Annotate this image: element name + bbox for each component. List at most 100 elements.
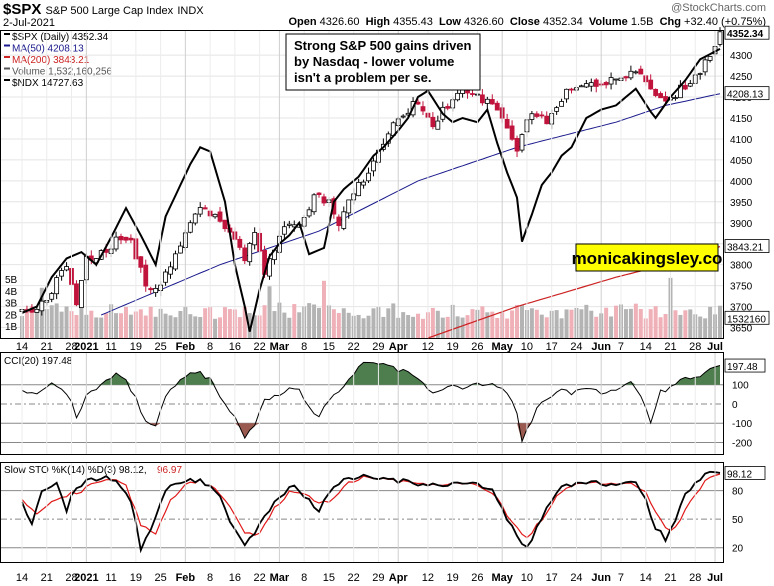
candle-body <box>361 181 366 186</box>
x-tick-label: 28 <box>689 341 701 353</box>
price-tick-label: 4000 <box>730 177 753 188</box>
candle-body <box>173 253 178 270</box>
candle <box>687 79 693 88</box>
candle-body <box>608 77 614 85</box>
candle <box>202 204 208 210</box>
candle <box>717 27 723 47</box>
volume-bar <box>648 309 653 338</box>
candle-body <box>430 116 436 128</box>
candle <box>237 236 243 251</box>
price-tick-label: 3650 <box>730 324 753 335</box>
volume-bar <box>584 304 589 338</box>
volume-bar <box>366 315 371 338</box>
price-panel: 3650370037503800385039003950400040504100… <box>0 25 770 339</box>
volume-bar <box>297 312 302 338</box>
volume-bar <box>213 318 218 338</box>
volume-bar <box>49 305 54 338</box>
volume-bar <box>104 313 109 338</box>
volume-bar <box>336 313 341 338</box>
candle <box>168 261 173 279</box>
candle <box>113 231 119 252</box>
candle-body <box>544 115 550 125</box>
candle <box>252 227 258 250</box>
price-tag-box <box>724 25 770 40</box>
x-tick-label: 14 <box>16 341 28 353</box>
volume-tick-label: 5B <box>5 275 18 286</box>
volume-bar <box>163 313 168 338</box>
x-tick-label: 8 <box>301 341 307 353</box>
chg-label: Chg <box>659 16 681 28</box>
x-tick-label: 8 <box>207 341 213 353</box>
candle-body <box>237 238 243 248</box>
candle <box>420 101 426 116</box>
x-tick-label: 19 <box>447 341 459 353</box>
candle <box>484 96 490 109</box>
candle <box>430 112 436 130</box>
candle-body <box>593 79 599 87</box>
candle <box>529 110 535 125</box>
stockcharts-brand[interactable]: @StockCharts.com <box>671 2 766 14</box>
candle-body <box>138 256 144 268</box>
candle-body <box>673 97 678 99</box>
volume-bar <box>94 317 99 338</box>
exchange: INDX <box>177 5 204 17</box>
candle-body <box>415 101 421 105</box>
x-tick-label: Apr <box>389 341 409 353</box>
x-tick-label: 21 <box>41 341 53 353</box>
x-tick-label: 10 <box>521 572 533 584</box>
candle <box>217 206 223 223</box>
candle-body <box>192 213 198 224</box>
x-tick-label: 16 <box>229 572 241 584</box>
volume-bar <box>663 313 668 338</box>
volume-bar <box>539 314 544 338</box>
candle-body <box>168 266 173 275</box>
candle-body <box>400 115 406 118</box>
price-tick-label: 3750 <box>730 282 753 293</box>
cci-oversold-fill <box>22 423 720 442</box>
volume-bar <box>247 313 252 338</box>
sto-frame <box>0 462 724 563</box>
candle-body <box>578 85 584 88</box>
x-tick-label: 29 <box>372 572 384 584</box>
candle <box>143 259 149 292</box>
x-tick-label: 19 <box>447 572 459 584</box>
legend-swatch <box>4 33 10 35</box>
candle <box>494 100 500 111</box>
candle-body <box>34 308 40 313</box>
volume-bar <box>341 308 346 338</box>
volume-bar <box>673 310 678 338</box>
volume-bar <box>143 315 148 338</box>
price-tick-label: 4150 <box>730 114 753 125</box>
volume-bar <box>312 304 317 338</box>
x-tick-label: 22 <box>348 341 360 353</box>
volume-bar <box>252 315 257 338</box>
low-value: 4326.60 <box>464 16 504 28</box>
close-label: Close <box>509 16 540 28</box>
legend-swatch <box>4 79 10 81</box>
chg-value: +32.40 (+0.75%) <box>684 16 766 28</box>
x-tick-label: 17 <box>546 341 558 353</box>
volume-bar <box>411 316 416 338</box>
candle-body <box>39 300 45 312</box>
candle <box>489 94 495 105</box>
price-tick-label: 3700 <box>730 303 753 314</box>
ndx-line <box>21 48 721 332</box>
x-tick-label: 24 <box>570 572 582 584</box>
price-tag-box <box>724 86 770 101</box>
x-tick-label: 2021 <box>74 572 98 584</box>
candle <box>608 72 614 90</box>
volume-bar <box>554 310 559 338</box>
volume-bar <box>272 311 277 338</box>
volume-bar <box>59 311 64 338</box>
volume-bar <box>178 311 183 338</box>
sto-d-value: 96.97 <box>157 465 182 476</box>
volume-bar <box>203 308 208 338</box>
volume-bar <box>440 317 445 338</box>
candle-body <box>113 236 119 250</box>
volume-bar <box>445 316 450 338</box>
candle-body <box>569 88 574 91</box>
candle <box>212 213 218 219</box>
cci-title: CCI(20) 197.48 <box>4 356 73 367</box>
cci-overbought-fill <box>22 362 720 385</box>
